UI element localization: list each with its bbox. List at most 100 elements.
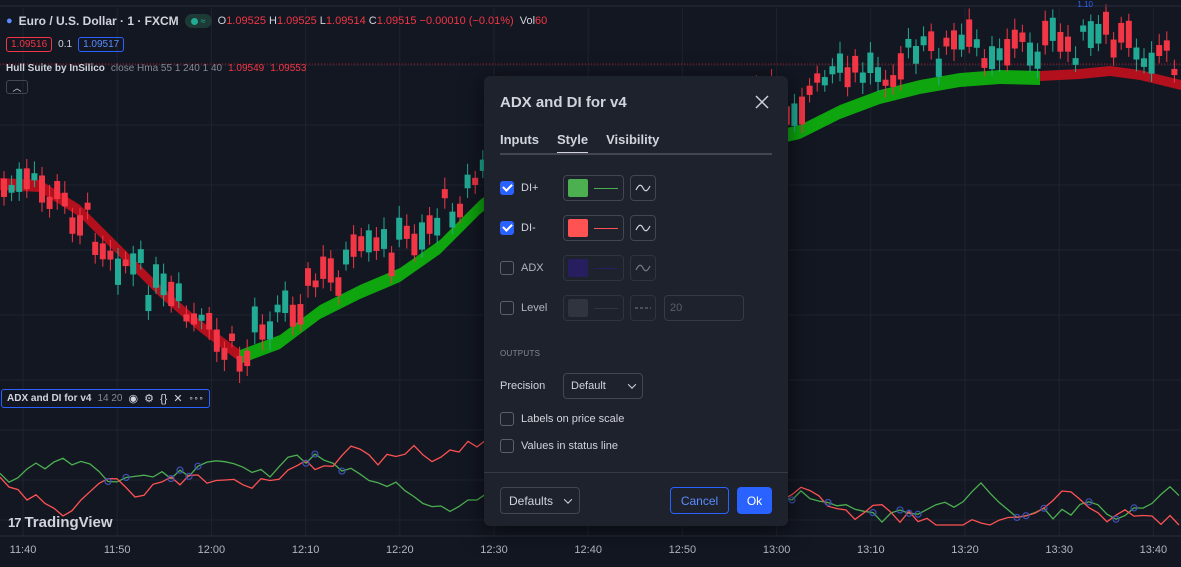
candle-body xyxy=(1057,32,1064,52)
candle-body xyxy=(198,314,205,321)
candle-body xyxy=(39,175,45,203)
color-swatch xyxy=(568,299,588,317)
symbol-legend[interactable]: ● Euro / U.S. Dollar · 1 · FXCM ≈ O1.095… xyxy=(6,14,547,28)
hull-value-1: 1.09549 xyxy=(228,63,265,74)
buy-button[interactable]: 1.09517 xyxy=(78,37,125,52)
di-plus-checkbox[interactable] xyxy=(500,181,514,195)
crossover-marker xyxy=(869,509,877,517)
code-icon[interactable]: {} xyxy=(159,392,168,405)
candle-body xyxy=(806,85,813,95)
market-status-badge[interactable]: ≈ xyxy=(184,14,212,28)
chevron-up-icon: ︿ xyxy=(12,82,22,93)
defaults-button[interactable]: Defaults xyxy=(500,487,580,514)
level-checkbox[interactable] xyxy=(500,301,514,315)
crossover-marker xyxy=(1022,512,1030,520)
eye-icon[interactable]: ◉ xyxy=(128,393,139,405)
candle-body xyxy=(297,304,304,325)
adx-indicator-name[interactable]: ADX and DI for v4 xyxy=(7,393,92,404)
adx-color-button[interactable] xyxy=(563,255,624,281)
candle-body xyxy=(61,192,68,207)
candle-body xyxy=(282,290,289,314)
level-value-input[interactable]: 20 xyxy=(664,295,744,321)
candle-body xyxy=(472,177,479,185)
adx-checkbox[interactable] xyxy=(500,261,514,275)
candle-body xyxy=(267,321,273,340)
plot-row-di-minus: DI- xyxy=(500,215,656,241)
values-in-status-line-checkbox[interactable] xyxy=(500,439,514,453)
candle-body xyxy=(137,249,144,264)
candle-body xyxy=(1141,58,1147,67)
candle-body xyxy=(1065,36,1071,52)
more-icon[interactable]: ∘∘∘ xyxy=(188,394,204,403)
candle-body xyxy=(1118,22,1125,43)
crossover-marker xyxy=(914,510,922,518)
adx-plot-type-button[interactable] xyxy=(630,255,656,281)
candle-body xyxy=(92,241,99,255)
crossover-marker xyxy=(1013,513,1021,522)
tradingview-wordmark: TradingView xyxy=(24,514,113,531)
tab-style[interactable]: Style xyxy=(557,132,589,154)
time-tick-label: 13:00 xyxy=(762,544,791,556)
candle-body xyxy=(327,258,334,283)
di-minus-checkbox[interactable] xyxy=(500,221,514,235)
candle-body xyxy=(358,236,365,252)
line-type-icon xyxy=(635,264,651,272)
plot-row-di-plus: DI+ xyxy=(500,175,656,201)
labels-on-price-scale-checkbox[interactable] xyxy=(500,412,514,426)
ok-button[interactable]: Ok xyxy=(737,487,772,514)
candle-body xyxy=(1148,52,1155,74)
hull-legend[interactable]: Hull Suite by InSilico close Hma 55 1 24… xyxy=(6,63,306,74)
line-sample xyxy=(594,227,618,229)
line-sample xyxy=(594,187,618,189)
di-minus-plot-type-button[interactable] xyxy=(630,215,656,241)
trade-buttons: 1.09516 0.1 1.09517 xyxy=(6,37,125,52)
candle-body xyxy=(99,243,106,260)
ohlc-value: 1.09514 xyxy=(325,15,366,27)
di-plus-plot-type-button[interactable] xyxy=(630,175,656,201)
indicator-settings-dialog: ADX and DI for v4 Inputs Style Visibilit… xyxy=(484,76,788,526)
level-line-style-button[interactable] xyxy=(630,295,656,321)
adx-indicator-legend[interactable]: ADX and DI for v4 14 20 ◉ ⚙ {} ✕ ∘∘∘ xyxy=(1,389,210,408)
candle-body xyxy=(943,37,950,47)
candle-body xyxy=(8,184,15,193)
candle-body xyxy=(183,314,190,322)
candle-body xyxy=(920,36,927,46)
level-color-button[interactable] xyxy=(563,295,624,321)
crossover-marker xyxy=(1130,504,1138,512)
candle-body xyxy=(1,178,7,197)
chevron-down-icon xyxy=(627,380,637,389)
symbol-title[interactable]: Euro / U.S. Dollar · 1 · FXCM xyxy=(18,14,179,28)
tradingview-logo[interactable]: 17 TradingView xyxy=(8,514,113,531)
hull-indicator-name[interactable]: Hull Suite by InSilico xyxy=(6,63,105,74)
defaults-label: Defaults xyxy=(509,493,554,508)
close-icon[interactable] xyxy=(754,94,770,110)
tab-inputs[interactable]: Inputs xyxy=(500,132,539,147)
candle-body xyxy=(821,77,828,86)
crossover-marker xyxy=(1112,515,1120,523)
cancel-button[interactable]: Cancel xyxy=(670,487,729,514)
labels-on-price-scale-row[interactable]: Labels on price scale xyxy=(500,406,624,432)
values-in-status-line-row[interactable]: Values in status line xyxy=(500,433,618,459)
candle-body xyxy=(1072,58,1079,65)
ohlc-values: O1.09525 H1.09525 L1.09514 C1.09515 −0.0… xyxy=(218,15,514,27)
time-tick-label: 12:40 xyxy=(574,544,602,556)
close-icon[interactable]: ✕ xyxy=(173,393,183,405)
precision-value: Default xyxy=(571,380,606,392)
sell-button[interactable]: 1.09516 xyxy=(6,37,53,52)
di-minus-color-button[interactable] xyxy=(563,215,624,241)
candle-body xyxy=(1080,25,1087,32)
candle-body xyxy=(350,234,357,257)
di-plus-color-button[interactable] xyxy=(563,175,624,201)
collapse-legend-button[interactable]: ︿ xyxy=(6,80,28,94)
crossover-marker xyxy=(1040,504,1048,512)
candle-body xyxy=(928,31,935,52)
candle-body xyxy=(168,281,175,307)
crossover-marker xyxy=(302,459,310,467)
tab-visibility[interactable]: Visibility xyxy=(606,132,660,147)
ohlc-key: O xyxy=(217,15,227,27)
time-tick-label: 11:50 xyxy=(103,544,131,556)
candle-body xyxy=(859,72,866,83)
precision-select[interactable]: Default xyxy=(563,373,643,399)
candle-body xyxy=(31,173,38,181)
gear-icon[interactable]: ⚙ xyxy=(144,393,154,405)
